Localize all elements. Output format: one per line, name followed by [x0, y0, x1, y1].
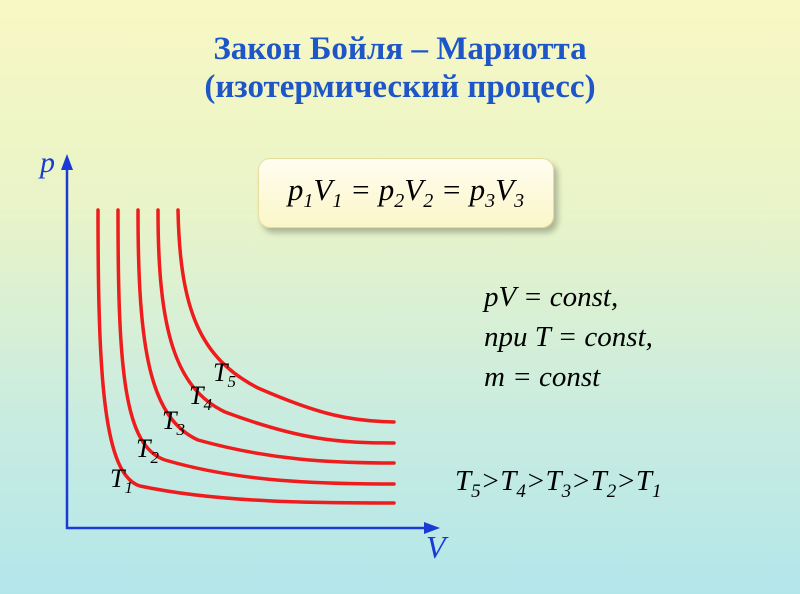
order-subscript: 5	[471, 480, 481, 502]
isotherm-curve-t2	[116, 208, 396, 486]
x-axis-arrow	[424, 522, 440, 534]
conditions-block: pV = const, при T = const, m = const	[484, 277, 653, 397]
curve-label-t4: T4	[189, 381, 212, 414]
formula-subscript: 2	[423, 190, 434, 213]
formula-subscript: 3	[514, 190, 525, 213]
isotherm-curve-t3	[136, 208, 396, 465]
formula-operator: =	[342, 172, 379, 208]
isotherm-curve-t1	[96, 208, 396, 505]
isotherm-curves	[96, 208, 396, 505]
page-title: Закон Бойля – Мариотта (изотермический п…	[0, 30, 800, 106]
formula-symbol: p	[287, 172, 304, 208]
formula-symbol: V	[495, 172, 515, 208]
temperature-order: T5>T4>T3>T2>T1	[455, 465, 662, 503]
order-greater-sign: >	[480, 465, 501, 497]
formula-box: p1V1 = p2V2 = p3V3	[258, 158, 554, 228]
order-symbol: T	[590, 465, 607, 497]
condition-line-1: pV = const,	[484, 281, 619, 313]
formula-subscript: 3	[485, 190, 496, 213]
order-subscript: 4	[516, 480, 526, 502]
title-line-2: (изотермический процесс)	[204, 69, 596, 105]
y-axis-label: p	[38, 146, 55, 179]
order-subscript: 3	[561, 480, 572, 502]
order-greater-sign: >	[525, 465, 546, 497]
order-symbol: T	[545, 465, 562, 497]
order-symbol: T	[500, 465, 517, 497]
order-symbol: T	[455, 465, 472, 497]
x-axis-label: V	[426, 529, 449, 565]
y-axis-arrow	[61, 154, 73, 170]
condition-line-2: при T = const,	[484, 321, 653, 353]
order-symbol: T	[635, 465, 653, 497]
curve-label-t2: T2	[136, 434, 159, 467]
curve-label-t5: T5	[213, 358, 236, 391]
title-line-1: Закон Бойля – Мариотта	[213, 31, 587, 67]
order-greater-sign: >	[571, 465, 591, 497]
order-greater-sign: >	[616, 465, 636, 497]
formula-symbol: V	[313, 172, 333, 208]
order-subscript: 2	[606, 480, 617, 502]
condition-line-3: m = const	[484, 361, 601, 393]
order-subscript: 1	[652, 480, 662, 502]
formula-symbol: p	[469, 172, 486, 208]
formula-text: p1V1 = p2V2 = p3V3	[288, 172, 524, 213]
isotherm-curve-t4	[156, 208, 396, 445]
formula-subscript: 1	[303, 190, 314, 213]
formula-subscript: 1	[332, 190, 343, 213]
formula-symbol: p	[378, 172, 395, 208]
formula-symbol: V	[404, 172, 424, 208]
isotherm-curve-t5	[176, 208, 396, 424]
curve-label-t3: T3	[162, 406, 185, 439]
curve-label-t1: T1	[110, 464, 133, 497]
formula-subscript: 2	[394, 190, 405, 213]
formula-operator: =	[433, 172, 470, 208]
